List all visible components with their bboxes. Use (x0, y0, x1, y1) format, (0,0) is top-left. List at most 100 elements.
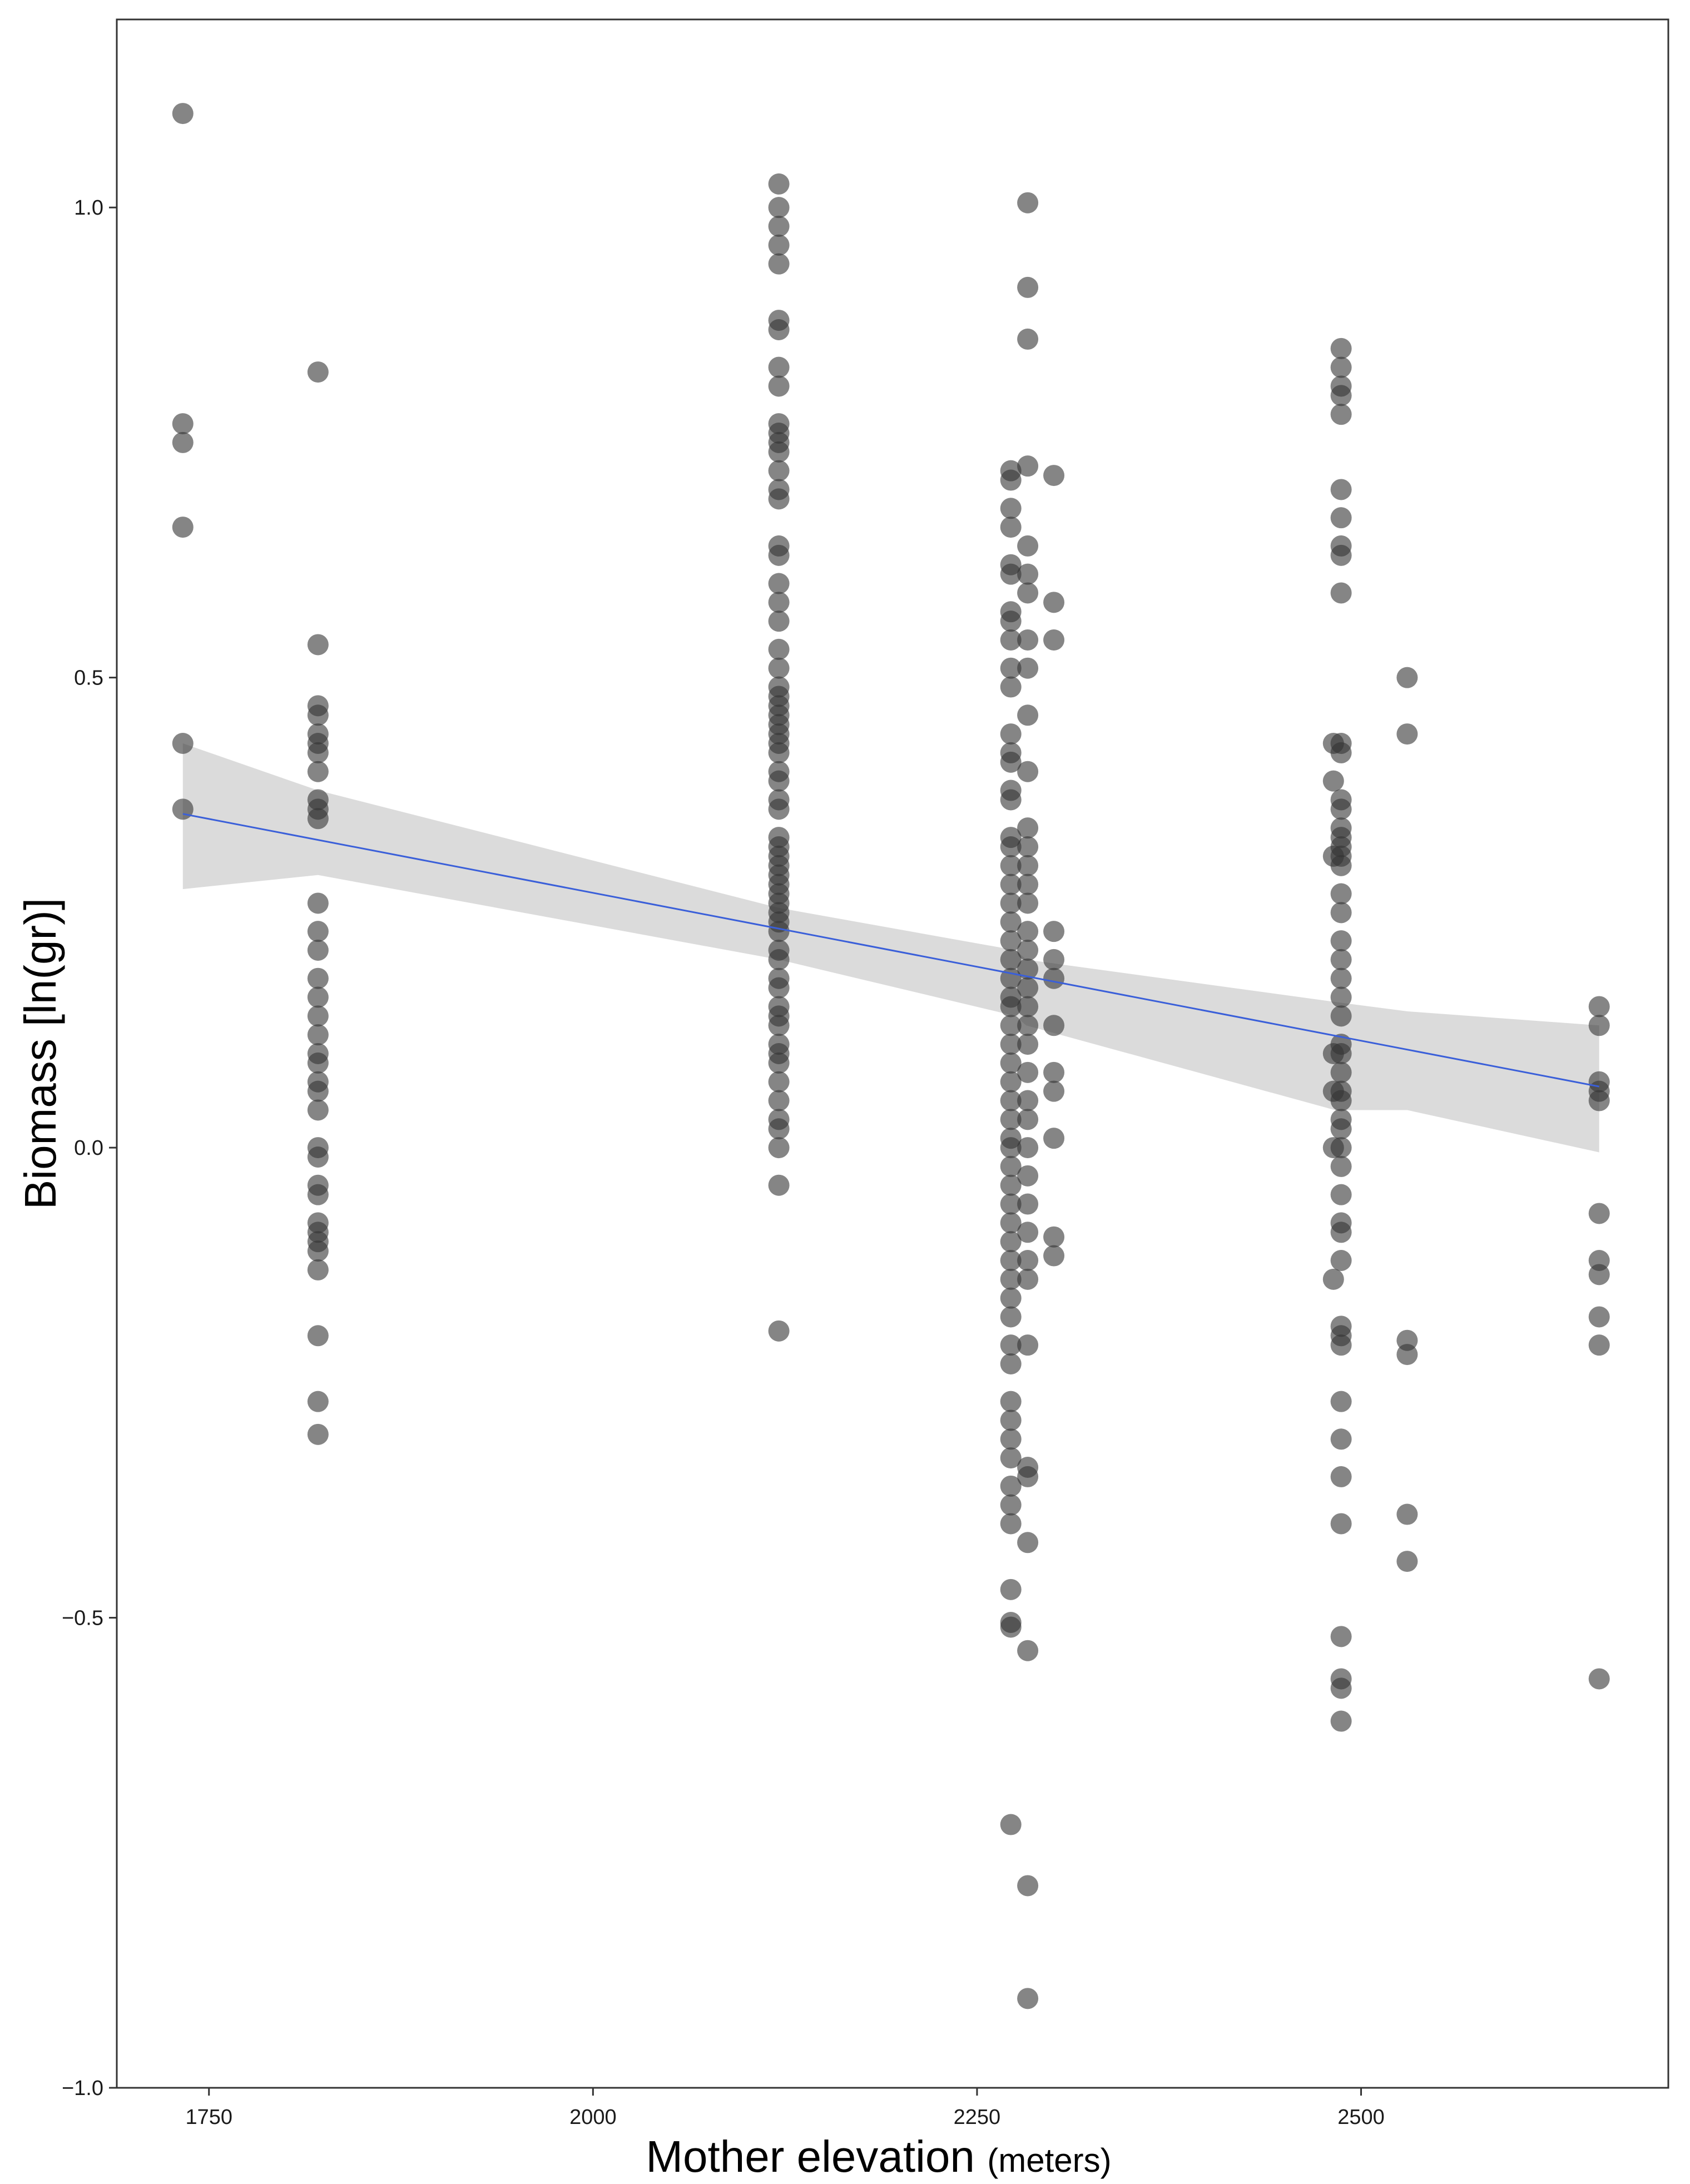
data-point (1017, 921, 1039, 942)
data-point (1017, 1640, 1039, 1661)
data-point (1043, 1015, 1065, 1036)
data-point (1330, 1428, 1352, 1450)
data-point (1000, 1616, 1022, 1638)
data-point (307, 361, 329, 383)
data-point (1396, 723, 1418, 745)
data-point (768, 173, 790, 195)
x-axis-title-main: Mother elevation (646, 2132, 974, 2181)
data-point (1330, 902, 1352, 924)
data-point (1000, 1447, 1022, 1469)
data-point (307, 986, 329, 1008)
data-point (1000, 1212, 1022, 1234)
data-point (1000, 892, 1022, 914)
data-point (1000, 751, 1022, 773)
data-point (1330, 356, 1352, 378)
data-point (1330, 1513, 1352, 1535)
data-point (1396, 1503, 1418, 1525)
data-point (307, 1024, 329, 1046)
data-point (1588, 1334, 1610, 1356)
regression-line (182, 813, 1599, 1088)
data-point (768, 1071, 790, 1093)
data-point (1017, 1250, 1039, 1271)
data-point (1588, 1203, 1610, 1224)
data-point (1017, 535, 1039, 557)
y-axis-ticks: −1.0 −0.5 0.0 0.5 1.0 (62, 196, 117, 2100)
data-point (1017, 455, 1039, 477)
data-point (1000, 610, 1022, 632)
data-point (1588, 1668, 1610, 1690)
data-point (1017, 1165, 1039, 1187)
data-point (307, 761, 329, 782)
data-point (1000, 1090, 1022, 1111)
data-point (1000, 1306, 1022, 1328)
data-point (307, 921, 329, 942)
data-point (1330, 1137, 1352, 1159)
data-point (1000, 1475, 1022, 1497)
data-point (1043, 921, 1065, 942)
data-point (1043, 592, 1065, 613)
data-point (1000, 1231, 1022, 1253)
data-point (1330, 1155, 1352, 1177)
data-point (768, 460, 790, 482)
data-point (1043, 1245, 1065, 1267)
data-point (768, 544, 790, 566)
data-point (768, 375, 790, 397)
data-point (1017, 817, 1039, 839)
data-point (768, 356, 790, 378)
data-point (1017, 996, 1039, 1017)
data-point (1330, 507, 1352, 529)
data-point (768, 1015, 790, 1036)
data-point (1330, 1710, 1352, 1732)
data-point (1000, 1034, 1022, 1055)
y-axis-title: Biomass [ln(gr)] (16, 898, 65, 1209)
data-point (1330, 1677, 1352, 1699)
data-point (307, 1391, 329, 1412)
data-point (768, 770, 790, 792)
data-point (1000, 1193, 1022, 1215)
data-point (307, 1325, 329, 1347)
data-point (1000, 1814, 1022, 1835)
data-point (768, 253, 790, 275)
data-point (1330, 967, 1352, 989)
data-point (1000, 1409, 1022, 1431)
y-tick-label: −0.5 (62, 1607, 103, 1630)
data-point (1330, 1250, 1352, 1271)
data-point (1017, 1532, 1039, 1553)
data-point (768, 1320, 790, 1342)
data-point (1000, 723, 1022, 745)
data-point (172, 798, 194, 820)
data-point (1000, 1428, 1022, 1450)
data-point (768, 1052, 790, 1074)
data-point (1330, 1334, 1352, 1356)
data-point (307, 742, 329, 763)
data-point (1322, 1268, 1344, 1290)
data-point (1000, 517, 1022, 538)
data-point (1043, 465, 1065, 487)
y-tick-label: −1.0 (62, 2077, 103, 2100)
y-tick-label: 0.0 (74, 1136, 103, 1160)
data-point (1330, 883, 1352, 905)
data-point (1043, 1080, 1065, 1102)
data-point (1588, 996, 1610, 1017)
data-point (768, 798, 790, 820)
data-point (1017, 977, 1039, 999)
x-tick-label: 2250 (954, 2106, 1001, 2129)
data-point (1043, 1128, 1065, 1149)
data-point (1000, 855, 1022, 876)
data-point (1000, 836, 1022, 857)
data-point (1017, 1988, 1039, 2009)
data-point (1000, 1494, 1022, 1516)
data-point (1000, 873, 1022, 895)
data-point (1000, 1155, 1022, 1177)
data-point (1017, 1137, 1039, 1159)
x-axis-ticks: 1750 2000 2250 2500 (185, 2088, 1385, 2129)
data-point (307, 1184, 329, 1205)
data-point (1330, 986, 1352, 1008)
data-point (1330, 337, 1352, 359)
data-point (1330, 1184, 1352, 1205)
data-point (768, 441, 790, 463)
data-point (1000, 996, 1022, 1017)
data-point (1017, 1109, 1039, 1130)
data-point (307, 1146, 329, 1168)
data-point (768, 573, 790, 594)
